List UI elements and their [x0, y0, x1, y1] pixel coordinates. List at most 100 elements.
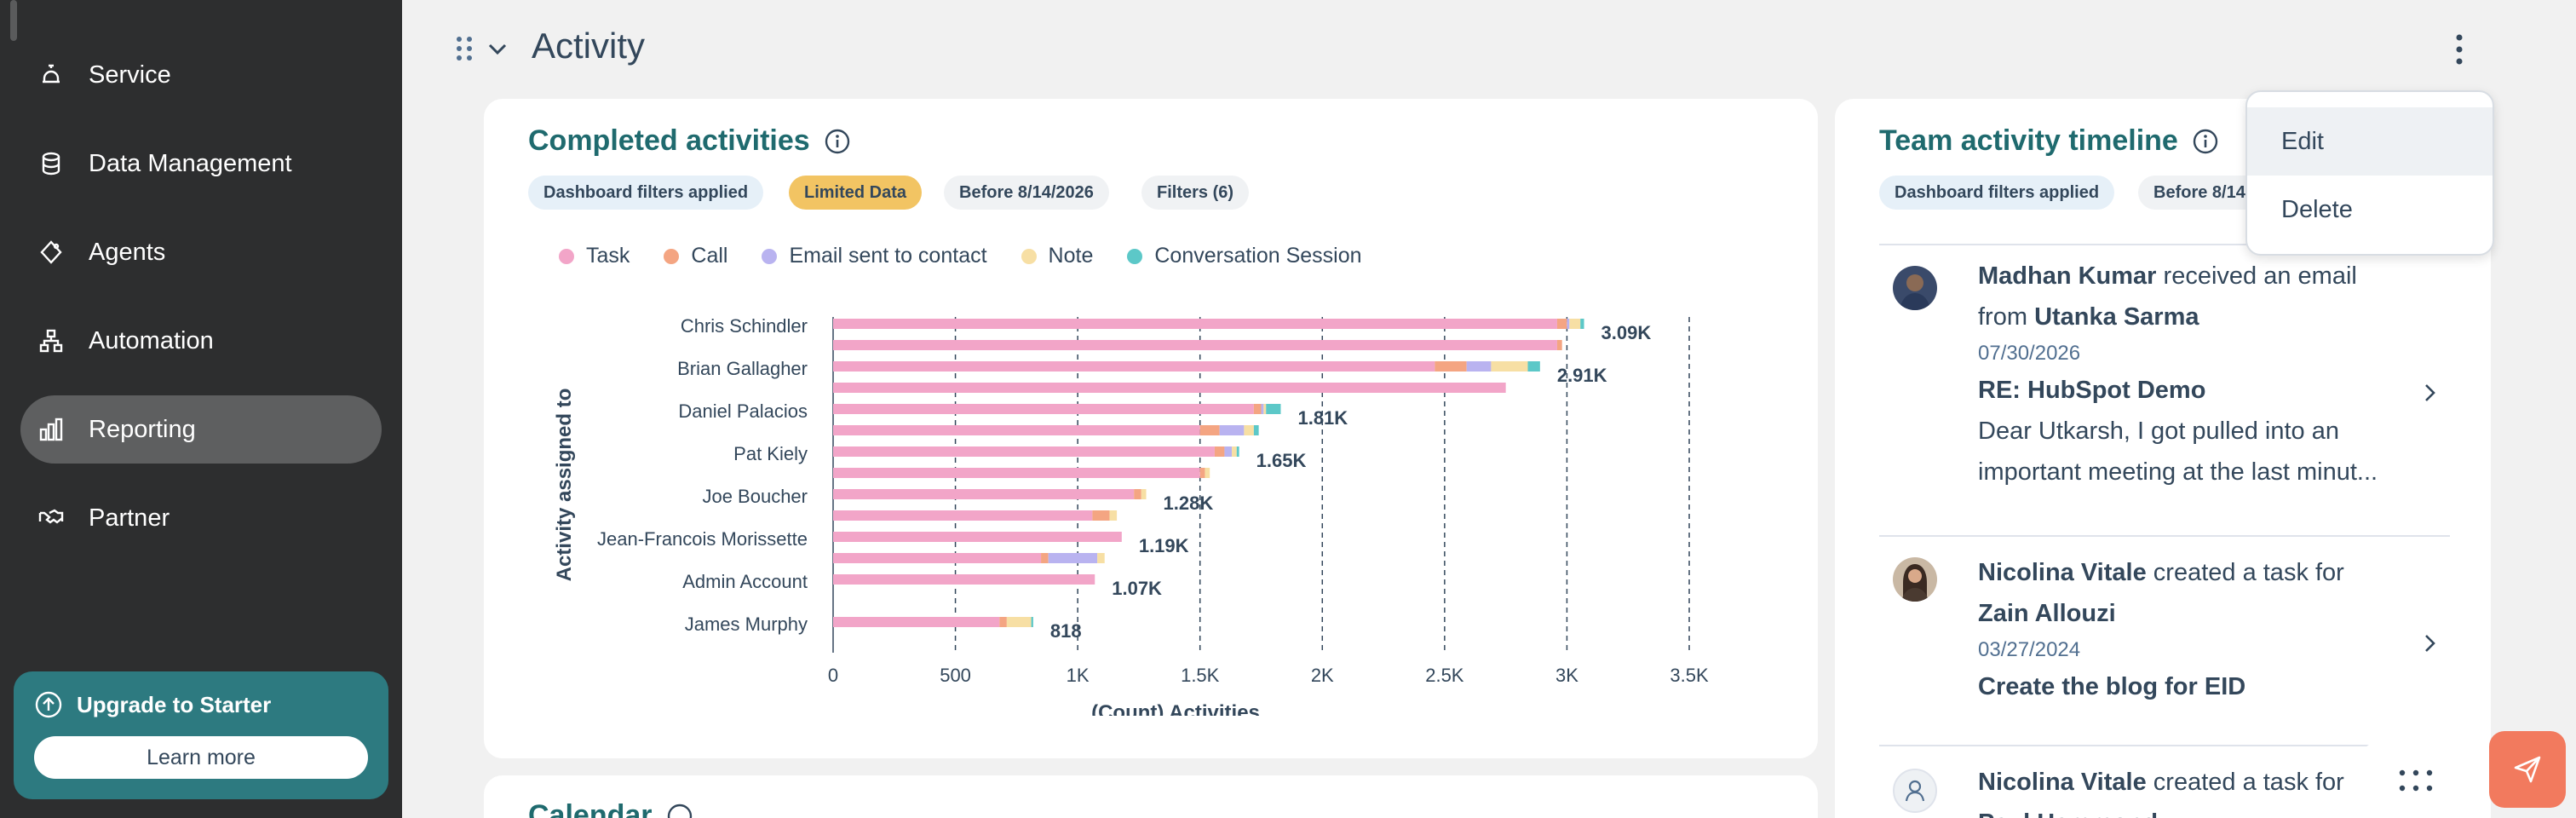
- limited-data-chip[interactable]: Limited Data: [789, 176, 923, 210]
- bar-segment[interactable]: [1527, 361, 1540, 372]
- bar-segment[interactable]: [833, 532, 1122, 542]
- bar-segment[interactable]: [1141, 489, 1147, 499]
- bar-segment[interactable]: [1041, 553, 1049, 563]
- bar-segment[interactable]: [1109, 510, 1118, 521]
- more-options-icon[interactable]: [2448, 32, 2470, 66]
- x-tick-label: 2.5K: [1425, 665, 1464, 686]
- chevron-right-icon[interactable]: [2421, 380, 2440, 406]
- bar-segment[interactable]: [1236, 446, 1239, 457]
- bar-segment[interactable]: [833, 446, 1215, 457]
- bar-segment[interactable]: [1031, 617, 1033, 627]
- bar-segment[interactable]: [833, 319, 1557, 329]
- bar-segment[interactable]: [833, 340, 1557, 350]
- date-filter-chip[interactable]: Before 8/14/2026: [944, 176, 1109, 210]
- filters-count-chip[interactable]: Filters (6): [1141, 176, 1250, 210]
- info-icon[interactable]: [824, 128, 851, 155]
- divider: [1879, 745, 2450, 746]
- task-subject[interactable]: Create the blog for EID: [1978, 673, 2246, 700]
- bar-segment[interactable]: [1580, 319, 1584, 329]
- bar-segment[interactable]: [1214, 446, 1225, 457]
- timeline-text: Nicolina Vitale created a task for Zain …: [1978, 552, 2344, 707]
- sidebar-scrollbar[interactable]: [10, 0, 17, 41]
- target-name[interactable]: Paul Hammond: [1978, 809, 2158, 818]
- legend-swatch: [559, 248, 574, 264]
- sidebar-item-reporting[interactable]: Reporting: [20, 395, 382, 464]
- timeline-item[interactable]: Madhan Kumar received an email from Utan…: [1879, 256, 2450, 528]
- bar-segment[interactable]: [1199, 425, 1220, 435]
- bar-segment[interactable]: [1232, 446, 1237, 457]
- bar-segment[interactable]: [833, 617, 1000, 627]
- legend-item-email[interactable]: Email sent to contact: [762, 244, 987, 268]
- dashboard-filters-chip[interactable]: Dashboard filters applied: [1879, 176, 2115, 210]
- bar-segment[interactable]: [1097, 553, 1105, 563]
- bar-segment[interactable]: [833, 425, 1200, 435]
- bar-segment[interactable]: [1253, 425, 1259, 435]
- bar-segment[interactable]: [1556, 319, 1567, 329]
- timeline-item[interactable]: Nicolina Vitale created a task for Zain …: [1879, 552, 2450, 723]
- bar-segment[interactable]: [833, 404, 1254, 414]
- bar-segment[interactable]: [1261, 404, 1264, 414]
- bar-segment[interactable]: [833, 468, 1200, 478]
- sidebar-item-agents[interactable]: Agents: [20, 218, 382, 286]
- legend-item-call[interactable]: Call: [664, 244, 727, 268]
- bar-segment[interactable]: [1556, 340, 1562, 350]
- bar-segment[interactable]: [1048, 553, 1098, 563]
- sidebar-item-partner[interactable]: Partner: [20, 484, 382, 552]
- x-tick-label: 1K: [1067, 665, 1090, 686]
- bar-segment[interactable]: [833, 489, 1135, 499]
- bar-segment[interactable]: [1205, 468, 1210, 478]
- bar-segment[interactable]: [1466, 361, 1492, 372]
- bar-segment[interactable]: [1266, 404, 1281, 414]
- bar-segment[interactable]: [833, 383, 1506, 393]
- target-name[interactable]: Utanka Sarma: [2034, 303, 2199, 331]
- bar-segment[interactable]: [1092, 510, 1110, 521]
- x-tick-label: 2K: [1311, 665, 1334, 686]
- bar-segment[interactable]: [833, 574, 1095, 585]
- data-label: 1.65K: [1256, 450, 1307, 471]
- sidebar-item-service[interactable]: Service: [20, 41, 382, 109]
- bar-segment[interactable]: [1244, 425, 1254, 435]
- learn-more-button[interactable]: Learn more: [34, 736, 368, 779]
- apps-grid-button[interactable]: [2363, 743, 2469, 818]
- chat-launcher-button[interactable]: [2489, 731, 2566, 808]
- target-name[interactable]: Zain Allouzi: [1978, 600, 2116, 627]
- email-subject[interactable]: RE: HubSpot Demo: [1978, 377, 2206, 404]
- bar-segment[interactable]: [1006, 617, 1032, 627]
- drag-handle-icon[interactable]: [451, 34, 477, 63]
- divider: [1879, 244, 2450, 245]
- bar-segment[interactable]: [833, 361, 1435, 372]
- calendar-card: [484, 775, 1818, 818]
- chevron-right-icon[interactable]: [2421, 631, 2440, 656]
- sidebar-item-data-management[interactable]: Data Management: [20, 130, 382, 198]
- bar-segment[interactable]: [833, 553, 1042, 563]
- date-filter-chip[interactable]: Before 8/14: [2138, 176, 2249, 210]
- y-tick-label: Brian Gallagher: [677, 358, 808, 379]
- bar-segment[interactable]: [1569, 319, 1581, 329]
- legend-item-task[interactable]: Task: [559, 244, 630, 268]
- info-icon[interactable]: [666, 803, 693, 818]
- edit-menu-item[interactable]: Edit: [2247, 107, 2493, 176]
- bar-segment[interactable]: [1199, 468, 1205, 478]
- bar-segment[interactable]: [999, 617, 1007, 627]
- bar-segment[interactable]: [1253, 404, 1262, 414]
- actor-name[interactable]: Madhan Kumar: [1978, 262, 2157, 290]
- dashboard-filters-chip[interactable]: Dashboard filters applied: [528, 176, 764, 210]
- bar-segment[interactable]: [1224, 446, 1233, 457]
- bar-segment[interactable]: [1435, 361, 1467, 372]
- delete-menu-item[interactable]: Delete: [2281, 195, 2353, 223]
- bar-segment[interactable]: [1134, 489, 1141, 499]
- legend-item-note[interactable]: Note: [1021, 244, 1093, 268]
- actor-name[interactable]: Nicolina Vitale: [1978, 559, 2147, 586]
- actor-name[interactable]: Nicolina Vitale: [1978, 769, 2147, 796]
- bar-segment[interactable]: [1491, 361, 1528, 372]
- chevron-down-icon[interactable]: [484, 36, 511, 63]
- sidebar-item-automation[interactable]: Automation: [20, 307, 382, 375]
- bar-segment[interactable]: [833, 510, 1093, 521]
- bar-segment[interactable]: [1567, 319, 1570, 329]
- bar-segment[interactable]: [1263, 404, 1267, 414]
- timeline-item[interactable]: Nicolina Vitale created a task for Paul …: [1879, 762, 2450, 818]
- completed-activities-chart: 0 500 1K 1.5K 2K 2.5K 3K 3.5K Chris Schindler Bri…: [553, 315, 1709, 716]
- bar-segment[interactable]: [1219, 425, 1245, 435]
- info-icon[interactable]: [2192, 128, 2219, 155]
- legend-item-conversation[interactable]: Conversation Session: [1127, 244, 1362, 268]
